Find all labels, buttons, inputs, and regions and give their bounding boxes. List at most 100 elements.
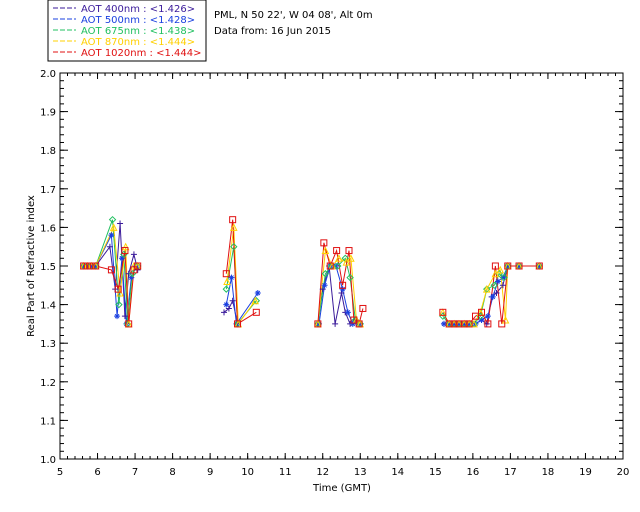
data-point-square [515, 262, 523, 270]
data-point-square [134, 262, 142, 270]
data-point-asterisk [455, 320, 462, 327]
legend: AOT 400nm : <1.426>AOT 500nm : <1.428>AO… [53, 4, 201, 59]
y-tick-label: 2.0 [40, 69, 56, 80]
x-tick-label: 5 [57, 467, 63, 478]
x-tick-label: 17 [504, 467, 517, 478]
data-point-diamond [334, 262, 342, 270]
x-tick-label: 19 [579, 467, 592, 478]
data-point-diamond [222, 285, 230, 293]
data-point-asterisk [332, 263, 339, 269]
data-point-square [484, 320, 492, 328]
data-point-square [471, 312, 479, 320]
y-axis: 1.0 1.1 1.2 1.3 1.4 1.5 1.6 1.7 1.8 1.9 2.0 [40, 69, 623, 466]
x-tick-label: 6 [94, 467, 100, 478]
x-tick-label: 8 [169, 467, 175, 478]
y-tick-label: 1.7 [40, 185, 56, 196]
data-point-square [460, 320, 468, 328]
data-point-triangle [223, 277, 231, 285]
data-point-asterisk [446, 320, 453, 327]
y-tick-label: 1.5 [40, 262, 56, 273]
y-tick-label: 1.1 [40, 416, 56, 427]
data-point-asterisk [461, 320, 468, 327]
date-line: Data from: 16 Jun 2015 [214, 26, 331, 37]
data-point-diamond [108, 215, 117, 224]
data-point-triangle [116, 288, 124, 297]
x-axis-label: Time (GMT) [312, 483, 371, 494]
x-tick-label: 18 [542, 467, 555, 478]
data-point-asterisk [114, 313, 121, 320]
data-point-diamond [115, 300, 123, 309]
data-point-plus [117, 220, 124, 227]
data-point-triangle [130, 261, 138, 270]
data-point-asterisk [84, 263, 91, 269]
data-point-asterisk [495, 278, 502, 285]
data-point-square [345, 247, 353, 255]
data-point-plus [229, 297, 236, 304]
data-point-square [498, 320, 506, 328]
data-point-asterisk [489, 293, 496, 300]
legend-entry: AOT 500nm : <1.428> [81, 15, 195, 26]
data-point-square [477, 308, 485, 316]
x-tick-label: 20 [617, 467, 630, 478]
y-tick-label: 1.9 [40, 108, 56, 119]
y-tick-label: 1.0 [40, 455, 56, 466]
x-tick-label: 16 [466, 467, 479, 478]
data-point-square [252, 308, 260, 316]
data-point-plus [338, 290, 345, 297]
data-point-square [339, 281, 347, 289]
data-point-square [107, 266, 115, 274]
x-tick-label: 12 [316, 467, 329, 478]
data-point-asterisk [88, 263, 95, 269]
data-point-plus [125, 270, 132, 277]
legend-entry: AOT 675nm : <1.438> [81, 26, 195, 37]
data-point-asterisk [223, 301, 230, 308]
data-point-square [92, 262, 100, 270]
series-line [83, 219, 540, 326]
data-point-asterisk [118, 255, 125, 262]
data-point-asterisk [466, 320, 473, 327]
data-point-asterisk [499, 274, 506, 281]
series-markers [79, 215, 544, 328]
data-point-diamond [490, 281, 498, 290]
data-point-asterisk [536, 263, 543, 269]
legend-entry: AOT 870nm : <1.444> [81, 37, 195, 48]
x-tick-label: 14 [391, 467, 404, 478]
data-point-square [314, 320, 322, 328]
data-point-triangle [321, 246, 330, 255]
data-point-triangle [482, 285, 491, 293]
data-point-diamond [500, 273, 508, 282]
data-point-asterisk [108, 232, 115, 239]
series-line [83, 225, 540, 326]
series-line [83, 219, 540, 326]
data-point-diamond [321, 270, 330, 278]
series-line [83, 233, 540, 326]
data-point-square [350, 316, 358, 324]
data-point-asterisk [80, 263, 87, 269]
data-point-square [229, 216, 237, 224]
data-point-plus [225, 305, 232, 312]
data-point-plus [499, 282, 506, 289]
data-point-square [355, 320, 363, 328]
x-tick-label: 9 [207, 467, 213, 478]
data-point-asterisk [339, 286, 346, 293]
y-tick-label: 1.3 [40, 339, 56, 350]
data-point-square [125, 320, 133, 328]
y-tick-label: 1.8 [40, 146, 56, 157]
data-point-square [333, 247, 341, 255]
data-point-plus [106, 243, 113, 250]
data-point-square [114, 285, 122, 293]
y-tick-label: 1.2 [40, 378, 56, 389]
data-point-triangle [491, 269, 500, 278]
data-point-triangle [229, 223, 238, 231]
data-point-square [445, 320, 453, 328]
site-line: PML, N 50 22', W 04 08', Alt 0m [214, 10, 373, 21]
data-point-triangle [251, 296, 259, 305]
x-tick-label: 13 [354, 467, 367, 478]
x-tick-label: 15 [429, 467, 442, 478]
data-point-square [359, 304, 367, 312]
data-point-triangle [335, 254, 343, 262]
data-point-asterisk [440, 320, 447, 327]
data-point-plus [221, 309, 228, 316]
series-lines [83, 219, 540, 326]
